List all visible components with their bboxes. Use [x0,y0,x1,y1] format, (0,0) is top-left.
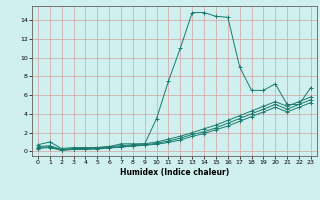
X-axis label: Humidex (Indice chaleur): Humidex (Indice chaleur) [120,168,229,177]
